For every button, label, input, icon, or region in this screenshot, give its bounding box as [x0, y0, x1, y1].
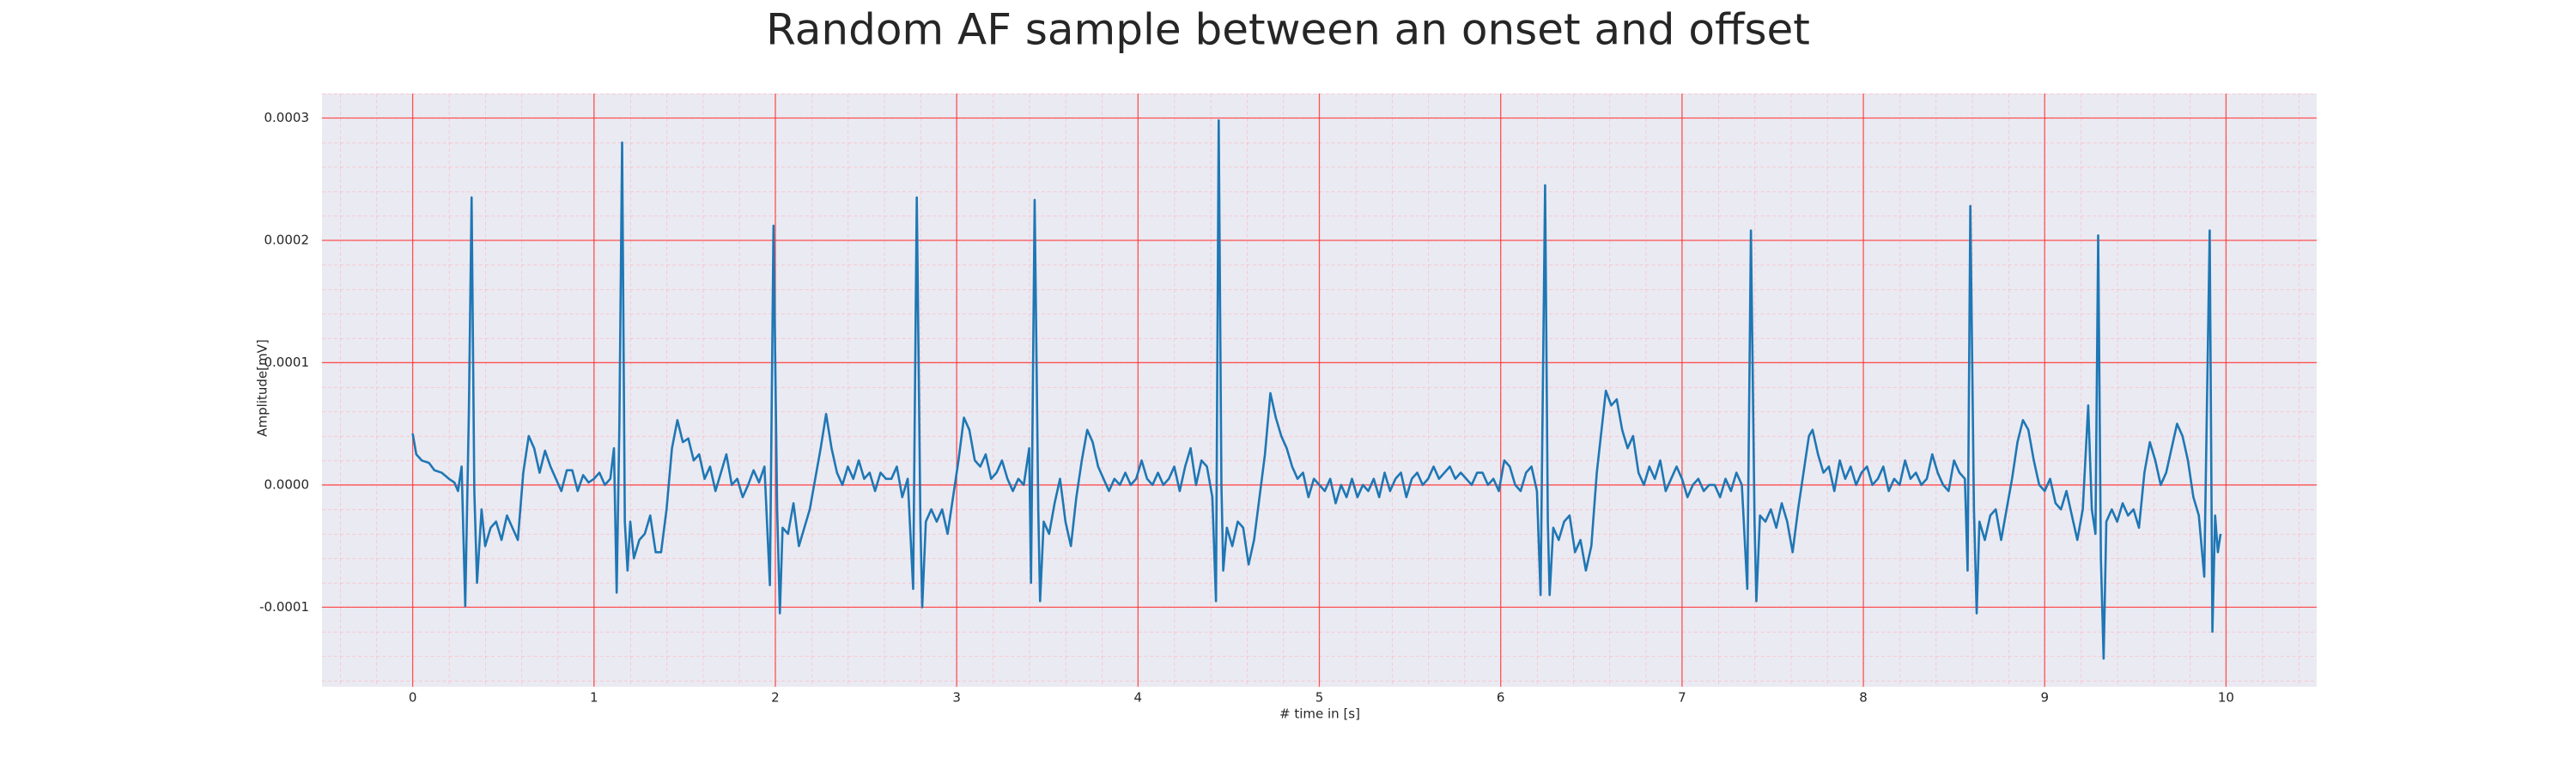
- x-tick-label: 2: [771, 690, 780, 706]
- x-tick-label: 7: [1678, 690, 1686, 706]
- y-tick-label: 0.0003: [264, 110, 310, 125]
- y-axis-label: Amplitude[mV]: [255, 339, 270, 436]
- chart-title: Random AF sample between an onset and of…: [766, 5, 1810, 55]
- x-tick-label: 3: [952, 690, 961, 706]
- x-axis-label: # time in [s]: [1279, 706, 1360, 722]
- x-tick-label: 9: [2040, 690, 2049, 706]
- y-tick-label: -0.0001: [259, 599, 309, 615]
- x-tick-label: 0: [409, 690, 417, 706]
- y-tick-label: 0.0002: [264, 232, 310, 247]
- y-tick-label: 0.0001: [264, 355, 310, 370]
- y-tick-label: 0.0000: [264, 476, 310, 492]
- x-tick-label: 5: [1315, 690, 1324, 706]
- x-tick-label: 8: [1859, 690, 1868, 706]
- x-tick-label: 6: [1497, 690, 1505, 706]
- x-tick-label: 1: [590, 690, 598, 706]
- x-tick-label: 4: [1134, 690, 1143, 706]
- x-tick-label: 10: [2218, 690, 2234, 706]
- data-line: [411, 119, 2222, 660]
